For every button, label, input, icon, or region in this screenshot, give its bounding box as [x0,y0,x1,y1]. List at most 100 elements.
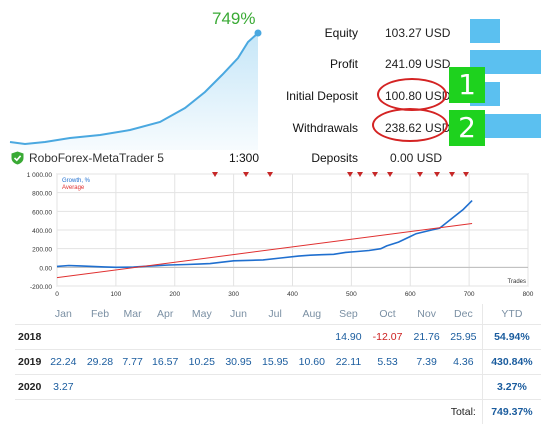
month-value [256,374,294,400]
month-value [146,374,184,400]
month-value [220,374,257,400]
deposits-value: 0.00 USD [390,151,443,165]
y-tick-label: 800.00 [32,191,52,198]
growth-percent: 749% [212,9,256,28]
deposit-marker [212,172,218,177]
deposit-marker [434,172,440,177]
month-value: 22.11 [330,349,367,375]
ytd-value: 430.84% [481,349,541,375]
year-cell: 2020 [15,374,45,400]
initial-deposit-label: Initial Deposit [285,89,358,103]
x-axis-label: Trades [508,279,526,285]
x-tick-label: 500 [346,291,357,298]
y-tick-label: 400.00 [32,228,52,235]
ytd-value: 54.94% [481,324,541,350]
month-value: 3.27 [45,374,82,400]
equity-label: Equity [324,26,358,40]
month-value: 30.95 [220,349,257,375]
month-value: 10.60 [293,349,331,375]
deposit-marker [267,172,273,177]
month-value: 25.95 [444,324,483,350]
month-value [293,374,331,400]
month-value: -12.07 [366,324,409,350]
month-header: Mar [118,304,147,325]
badge-1: 1 [449,67,485,103]
growth-chart: 1 000.00 800.00 600.00 400.00 200.00 0.00 -200… [27,172,534,298]
x-tick-label: 0 [55,291,59,298]
month-value [220,324,257,350]
sparkline-area [10,33,258,150]
deposit-marker [387,172,393,177]
month-value [146,324,184,350]
table-row: 2020 3.27 3.27% [15,374,541,400]
legend-average: Average [62,185,85,191]
month-header: Jun [220,304,257,325]
deposit-marker [357,172,363,177]
x-tick-label: 200 [169,291,180,298]
month-value [183,374,221,400]
profit-value: 241.09 USD [385,57,451,71]
month-value: 21.76 [408,324,445,350]
month-header [15,304,45,325]
y-tick-label: 1 000.00 [27,172,53,179]
initial-deposit-highlight [377,78,447,111]
month-header: May [183,304,221,325]
y-tick-label: 600.00 [32,209,52,216]
series-line [56,223,473,279]
shield-check-icon [11,151,24,165]
monthly-returns-table: Jan Feb Mar Apr May Jun Jul Aug Sep Oct Nov Dec YTD … [15,304,541,424]
y-tick-label: 200.00 [32,247,52,254]
table-row: 2019 22.24 29.28 7.77 16.57 10.25 30.95 15.95 10… [15,349,541,375]
month-value: 29.28 [81,349,119,375]
withdrawals-label: Withdrawals [292,121,358,135]
account-name[interactable]: RoboForex-MetaTrader 5 [11,151,164,165]
total-value: 749.37% [481,399,541,424]
month-value [408,374,445,400]
badge-2: 2 [449,110,485,146]
month-value [183,324,221,350]
y-tick-label: 0.00 [39,265,52,272]
deposit-marker [463,172,469,177]
total-row: Total: 749.37% [15,399,541,424]
account-name-label: RoboForex-MetaTrader 5 [29,151,164,165]
month-header: Dec [444,304,483,325]
month-value [293,324,331,350]
month-header: Apr [146,304,184,325]
month-value: 7.39 [408,349,445,375]
month-value [45,324,82,350]
header-ytd: YTD [481,304,541,325]
month-header: Nov [408,304,445,325]
x-tick-label: 600 [405,291,416,298]
deposit-marker [347,172,353,177]
table-row: 2018 14.90 -12.07 21.76 25.95 54.94% [15,324,541,350]
growth-sparkline [9,29,262,150]
series-line [56,200,473,269]
deposit-marker [243,172,249,177]
year-cell: 2019 [15,349,45,375]
month-value: 16.57 [146,349,184,375]
equity-value: 103.27 USD [385,26,451,40]
profit-label: Profit [329,57,358,71]
month-value: 5.53 [366,349,409,375]
equity-bar [470,19,500,43]
ytd-value: 3.27% [481,374,541,400]
deposit-marker [449,172,455,177]
x-tick-label: 700 [464,291,475,298]
leverage: 1:300 [229,151,260,165]
total-label: Total: [450,405,476,418]
x-tick-label: 800 [523,291,534,298]
month-value: 10.25 [183,349,221,375]
table-header-row: Jan Feb Mar Apr May Jun Jul Aug Sep Oct Nov Dec YTD [15,304,541,325]
month-value [118,374,147,400]
month-header: Sep [330,304,367,325]
deposit-marker [372,172,378,177]
month-value [444,374,483,400]
month-header: Jul [256,304,294,325]
month-value [330,374,367,400]
year-cell: 2018 [15,324,45,350]
x-tick-label: 400 [287,291,298,298]
x-tick-label: 300 [228,291,239,298]
month-value [81,374,119,400]
legend-growth: Growth, % [62,178,91,184]
month-value: 7.77 [118,349,147,375]
